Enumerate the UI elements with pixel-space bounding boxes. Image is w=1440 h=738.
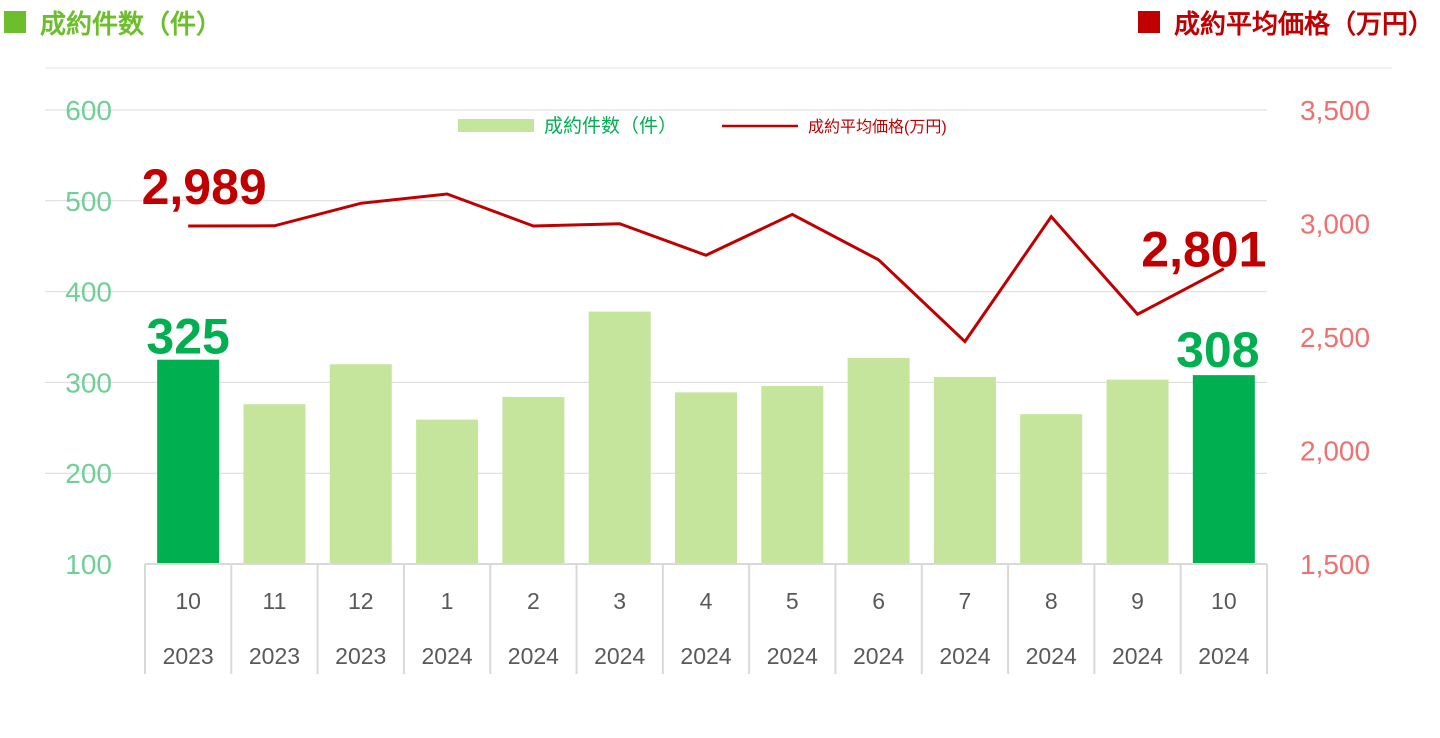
- category-year-label: 2023: [249, 643, 300, 669]
- category-month-label: 1: [441, 588, 454, 614]
- right-tick-label: 3,500: [1300, 95, 1370, 126]
- category-month-label: 3: [613, 588, 626, 614]
- bar: [243, 404, 306, 564]
- bar: [588, 311, 651, 564]
- line-data-label-first: 2,989: [142, 159, 267, 215]
- right-tick-label: 3,000: [1300, 209, 1370, 240]
- legend-bar-swatch: [458, 119, 534, 132]
- bar: [1020, 414, 1083, 564]
- category-year-label: 2024: [421, 643, 472, 669]
- left-tick-label: 500: [65, 186, 112, 217]
- category-month-label: 7: [959, 588, 972, 614]
- left-axis-ticks: 100 200 300 400 500 600: [65, 95, 112, 580]
- category-month-label: 2: [527, 588, 540, 614]
- bar-data-label-first: 325: [146, 309, 229, 365]
- category-month-label: 11: [263, 588, 287, 614]
- category-month-label: 10: [175, 588, 201, 614]
- bar: [933, 376, 996, 564]
- bar: [416, 419, 479, 564]
- line-series: [188, 192, 1225, 344]
- category-month-label: 8: [1045, 588, 1058, 614]
- right-axis-title: 成約平均価格（万円）: [1137, 2, 1434, 42]
- category-year-label: 2024: [1198, 643, 1249, 669]
- category-month-label: 6: [872, 588, 885, 614]
- category-year-label: 2024: [680, 643, 731, 669]
- category-year-label: 2024: [508, 643, 559, 669]
- bar: [329, 364, 392, 564]
- category-month-label: 12: [348, 588, 374, 614]
- category-month-label: 5: [786, 588, 799, 614]
- bar: [847, 357, 910, 564]
- bar-highlight: [157, 359, 220, 564]
- right-axis-ticks: 1,500 2,000 2,500 3,000 3,500: [1300, 95, 1370, 580]
- legend-bar-label: 成約件数（件）: [544, 115, 677, 137]
- left-tick-label: 300: [65, 367, 112, 398]
- right-tick-label: 2,000: [1300, 436, 1370, 467]
- line-data-label-last: 2,801: [1141, 222, 1266, 278]
- category-month-label: 10: [1211, 588, 1237, 614]
- legend-line-label: 成約平均価格(万円): [808, 118, 947, 136]
- bar: [675, 392, 737, 564]
- bar: [761, 386, 824, 564]
- left-tick-label: 400: [65, 277, 112, 308]
- legend: 成約件数（件） 成約平均価格(万円): [458, 115, 947, 137]
- right-tick-label: 1,500: [1300, 549, 1370, 580]
- category-year-label: 2024: [594, 643, 645, 669]
- category-axis: 10 2023 11 2023 12 2023 1 2024 2 2024 3 2024 4 2024 5 2…: [144, 563, 1268, 674]
- right-axis-title-text: 成約平均価格（万円）: [1173, 9, 1434, 40]
- left-axis-title: 成約件数（件）: [4, 2, 222, 42]
- category-month-label: 9: [1131, 588, 1144, 614]
- category-year-label: 2024: [1112, 643, 1163, 669]
- left-axis-title-text: 成約件数（件）: [40, 9, 223, 40]
- category-year-label: 2024: [1026, 643, 1077, 669]
- category-year-label: 2023: [335, 643, 386, 669]
- left-tick-label: 100: [65, 549, 112, 580]
- category-year-label: 2024: [853, 643, 904, 669]
- bar-data-label-last: 308: [1176, 322, 1259, 378]
- right-tick-label: 2,500: [1300, 322, 1370, 353]
- category-year-label: 2024: [767, 643, 818, 669]
- category-month-label: 4: [700, 588, 713, 614]
- bar-series: [157, 311, 1255, 564]
- price-line: [188, 192, 1225, 344]
- category-year-label: 2024: [939, 643, 990, 669]
- category-year-label: 2023: [163, 643, 214, 669]
- left-tick-label: 600: [65, 95, 112, 126]
- bar-highlight: [1192, 375, 1255, 564]
- green-square-icon: [4, 11, 26, 33]
- data-labels: 325 308 2,989 2,801: [142, 159, 1267, 378]
- left-tick-label: 200: [65, 458, 112, 489]
- red-square-icon: [1137, 11, 1160, 33]
- bar: [502, 396, 565, 564]
- bar: [1106, 379, 1169, 564]
